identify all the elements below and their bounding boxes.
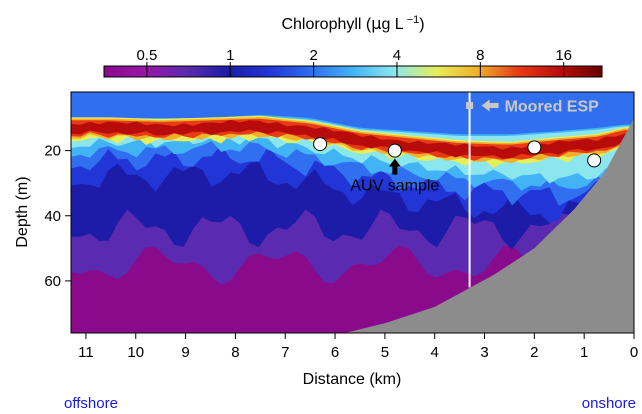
sample-points: [313, 137, 602, 168]
onshore-label: onshore: [582, 395, 636, 412]
y-axis-title: Depth (m): [14, 176, 31, 247]
x-axis-title: Distance (km): [303, 371, 402, 388]
colorbar-title: Chlorophyll (μg L −1): [281, 14, 424, 33]
moored-esp-label: Moored ESP: [505, 99, 600, 116]
x-tick-label: 3: [480, 344, 488, 361]
x-tick-label: 10: [127, 344, 144, 361]
x-tick-label: 6: [331, 344, 339, 361]
x-tick-label: 8: [231, 344, 239, 361]
section-plot: Moored ESP AUV sample 11 10 9 8 7 6 5 4 3 2 1 0 204…: [44, 91, 638, 361]
colorbar-tick-label: 0.5: [136, 47, 157, 64]
x-axis-ticks: 11 10 9 8 7 6 5 4 3 2 1 0: [78, 333, 638, 361]
moored-esp-label-group: Moored ESP: [481, 99, 600, 116]
colorbar: Chlorophyll (μg L −1) 0.5 1 2 4 8 16: [103, 14, 603, 78]
x-tick-label: 9: [181, 344, 189, 361]
x-tick-label: 1: [580, 344, 588, 361]
y-tick-label: 40: [44, 208, 61, 225]
colorbar-bar: [103, 65, 603, 78]
field-darkred-band: [71, 119, 634, 159]
colorbar-ticks: 0.5 1 2 4 8 16: [136, 47, 572, 77]
colorbar-tick-label: 1: [226, 47, 234, 64]
x-tick-label: 0: [630, 344, 638, 361]
colorbar-tick-label: 16: [555, 47, 572, 64]
y-tick-label: 20: [44, 143, 61, 160]
sample-point: [527, 140, 542, 155]
x-tick-label: 2: [530, 344, 538, 361]
y-axis-ticks: 20 40 60: [44, 143, 71, 290]
sample-point: [313, 137, 328, 152]
moored-esp-arrow-icon: [481, 99, 499, 112]
colorbar-tick-label: 2: [309, 47, 317, 64]
sample-point: [387, 143, 402, 158]
auv-sample-arrow-icon: [388, 158, 401, 175]
colorbar-tick-label: 8: [476, 47, 484, 64]
offshore-label: offshore: [64, 395, 118, 412]
x-tick-label: 4: [431, 344, 439, 361]
seafloor-bathymetry: [71, 118, 634, 333]
x-tick-label: 7: [281, 344, 289, 361]
auv-sample-label: AUV sample: [350, 178, 439, 195]
y-tick-label: 60: [44, 273, 61, 290]
moored-esp-marker: [466, 102, 474, 109]
x-tick-label: 11: [78, 344, 94, 361]
plot-frame: [70, 91, 635, 334]
sample-point: [587, 153, 602, 168]
colorbar-tick-label: 4: [393, 47, 401, 64]
x-tick-label: 5: [381, 344, 389, 361]
